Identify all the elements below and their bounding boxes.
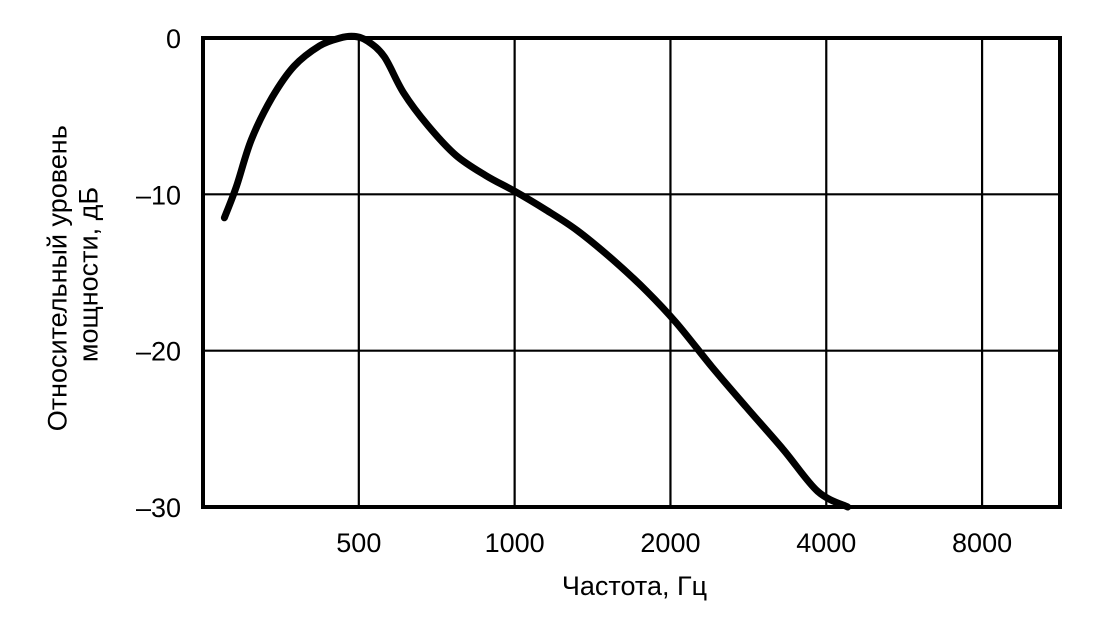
x-tick-label-500: 500 (336, 528, 381, 558)
x-tick-label-1000: 1000 (485, 528, 545, 558)
y-tick-label--20: –20 (136, 337, 181, 367)
y-tick-label--10: –10 (136, 180, 181, 210)
series-line-0 (220, 32, 852, 511)
grid-lines (203, 38, 1060, 507)
tick-labels: 500 1000 2000 4000 8000 0 –10 –20 –30 (136, 24, 1012, 558)
x-tick-label-2000: 2000 (640, 528, 700, 558)
y-tick-label--30: –30 (136, 493, 181, 523)
x-tick-label-8000: 8000 (952, 528, 1012, 558)
y-axis-label-line-1: Относительный уровень (43, 125, 73, 431)
y-axis-label-line-2: мощности, дБ (74, 187, 104, 362)
data-series (220, 32, 852, 511)
x-tick-label-4000: 4000 (796, 528, 856, 558)
plot-frame (201, 36, 1062, 509)
y-tick-label-0: 0 (166, 24, 181, 54)
y-axis-label: Относительный уровень мощности, дБ (43, 118, 104, 432)
x-axis-label: Частота, Гц (562, 571, 707, 601)
